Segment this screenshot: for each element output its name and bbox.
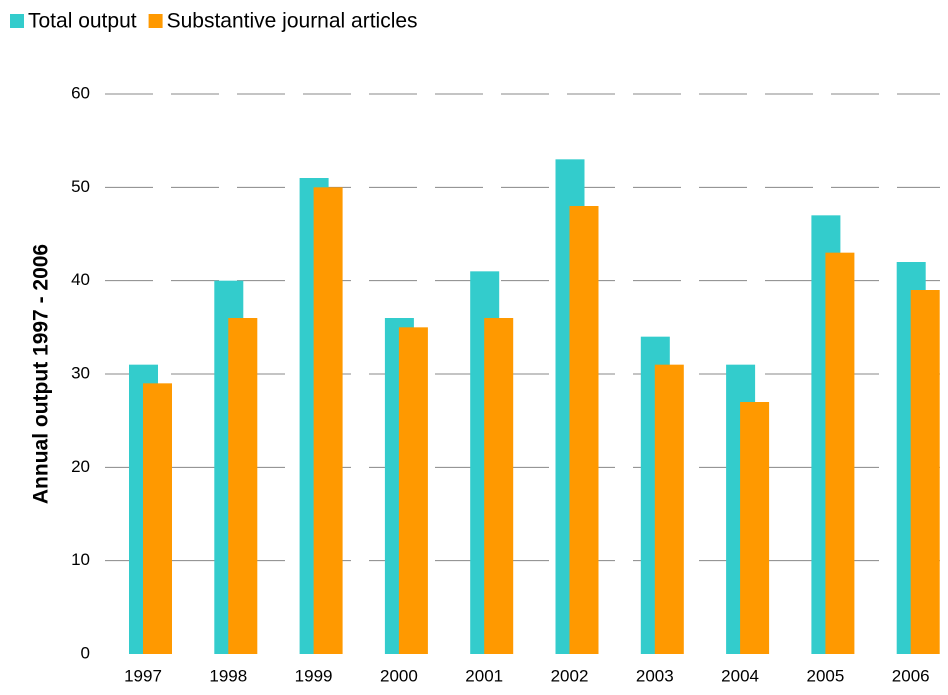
y-tick-label: 30 [71,363,90,382]
y-tick-label: 50 [71,177,90,196]
x-tick-label: 2005 [806,666,844,685]
bar [484,318,514,654]
bar [654,364,684,654]
bar [569,206,599,654]
y-tick-label: 0 [81,643,90,662]
x-tick-label: 2002 [551,666,589,685]
bar [398,327,428,654]
x-tick-label: 2003 [636,666,674,685]
bar [228,318,258,654]
x-tick-label: 2004 [721,666,759,685]
x-tick-label: 2006 [892,666,930,685]
bar [313,187,343,655]
x-tick-label: 1997 [124,666,162,685]
bar [143,383,172,654]
legend-label: Substantive journal articles [167,10,418,33]
y-tick-label: 10 [71,550,90,569]
legend-label: Total output [28,10,137,33]
bar [740,402,770,654]
x-tick-label: 1999 [295,666,333,685]
x-tick-label: 2001 [465,666,503,685]
y-axis-title: Annual output 1997 - 2006 [30,244,53,504]
x-tick-label: 2000 [380,666,418,685]
y-tick-label: 40 [71,270,90,289]
y-tick-label: 20 [71,457,90,476]
bar [825,252,855,654]
x-tick-label: 1998 [209,666,247,685]
legend-swatch [10,14,24,28]
bar [910,290,940,654]
y-tick-label: 60 [71,83,90,102]
legend-swatch [148,14,163,28]
